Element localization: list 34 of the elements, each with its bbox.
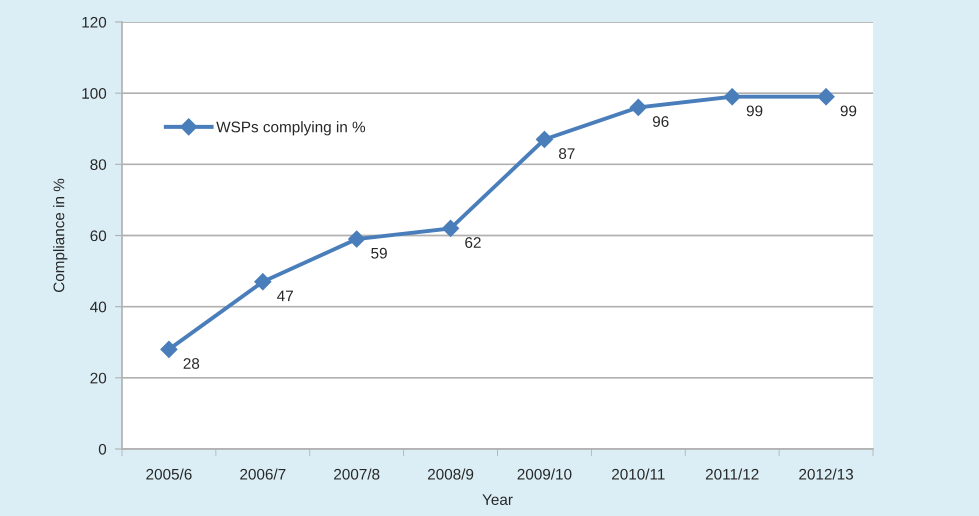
data-label: 96 [652,116,669,127]
y-tick-label: 20 [90,372,106,384]
data-label: 62 [465,237,481,248]
x-axis-title: Year [482,494,513,506]
x-tick-label: 2011/12 [706,468,758,480]
data-label: 47 [277,290,293,302]
y-axis-title: Compliance in % [53,178,68,292]
point [630,98,647,116]
x-tick-label: 2005/6 [146,468,192,480]
point [724,88,741,106]
point [160,340,178,358]
data-label: 59 [371,248,387,259]
point [818,88,835,106]
x-tick-label: 2007/8 [334,468,380,480]
y-tick-label: 120 [82,16,106,28]
data-label: 28 [184,358,200,369]
y-tick-label: 80 [90,159,106,170]
data-label: 99 [746,105,762,116]
data-label: 99 [840,105,856,116]
data-label: 87 [558,148,575,159]
x-tick-label: 2009/10 [518,468,572,480]
point [536,130,553,148]
x-tick-label: 2008/9 [428,468,474,480]
x-tick-label: 2006/7 [240,468,286,480]
y-tick-label: 40 [90,302,106,312]
point [348,230,366,248]
legend-label: WSPs complying in % [216,121,366,136]
y-tick-label: 100 [82,88,106,99]
point [442,220,460,237]
y-tick-label: 60 [90,230,106,242]
x-tick-label: 2012/13 [799,468,854,480]
x-tick-label: 2010/11 [612,468,665,480]
point [254,273,272,290]
y-tick-label: 0 [98,444,106,455]
